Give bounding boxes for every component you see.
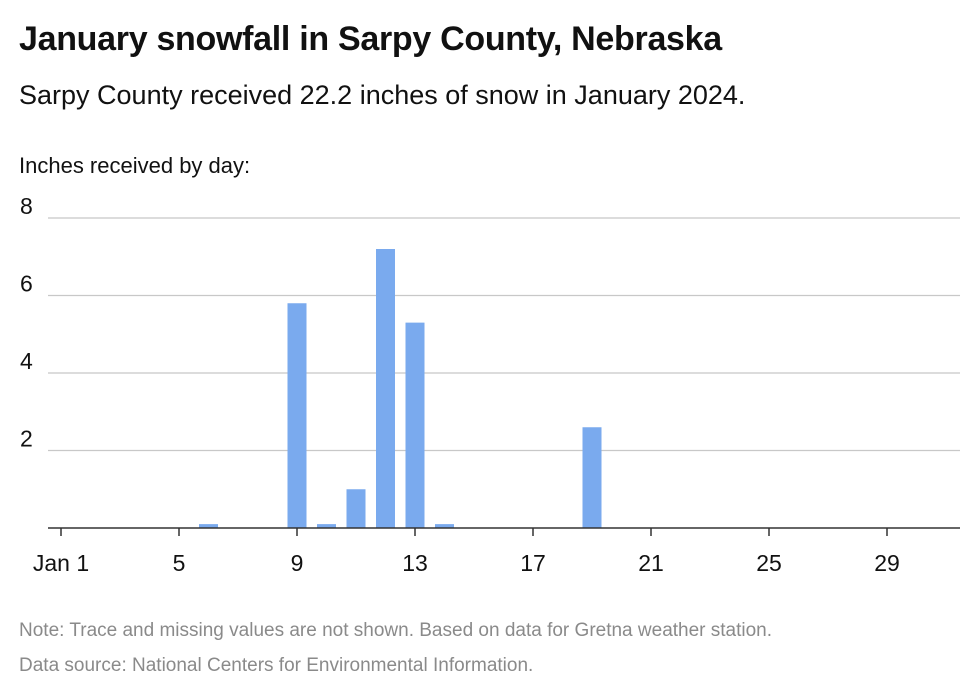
bar: [199, 524, 218, 528]
chart-title: January snowfall in Sarpy County, Nebras…: [19, 20, 722, 58]
y-tick-label: 4: [20, 348, 33, 374]
chart-subtitle: Sarpy County received 22.2 inches of sno…: [19, 80, 746, 110]
x-tick-label: 13: [402, 550, 428, 576]
x-tick-label: 9: [291, 550, 304, 576]
y-tick-label: 8: [20, 195, 33, 219]
bar: [582, 427, 602, 528]
bar: [405, 322, 425, 528]
x-tick-label: 29: [874, 550, 900, 576]
y-axis-caption: Inches received by day:: [19, 153, 251, 178]
data-source: Data source: National Centers for Enviro…: [19, 655, 534, 676]
bar: [346, 489, 366, 528]
x-tick-label: 5: [173, 550, 186, 576]
y-tick-label: 2: [20, 426, 33, 452]
snowfall-bar-chart: 2 4 6 8 Jan 1 5 9 13 17 21 25 29: [20, 195, 960, 576]
bar: [317, 524, 336, 528]
x-tick-label: 21: [638, 550, 664, 576]
chart-note: Note: Trace and missing values are not s…: [19, 620, 773, 641]
bar: [287, 303, 307, 528]
x-tick-label: 17: [520, 550, 546, 576]
bar: [376, 249, 395, 528]
y-tick-label: 6: [20, 271, 33, 297]
x-tick-label: Jan 1: [33, 550, 89, 576]
x-tick-label: 25: [756, 550, 782, 576]
bar: [435, 524, 454, 528]
